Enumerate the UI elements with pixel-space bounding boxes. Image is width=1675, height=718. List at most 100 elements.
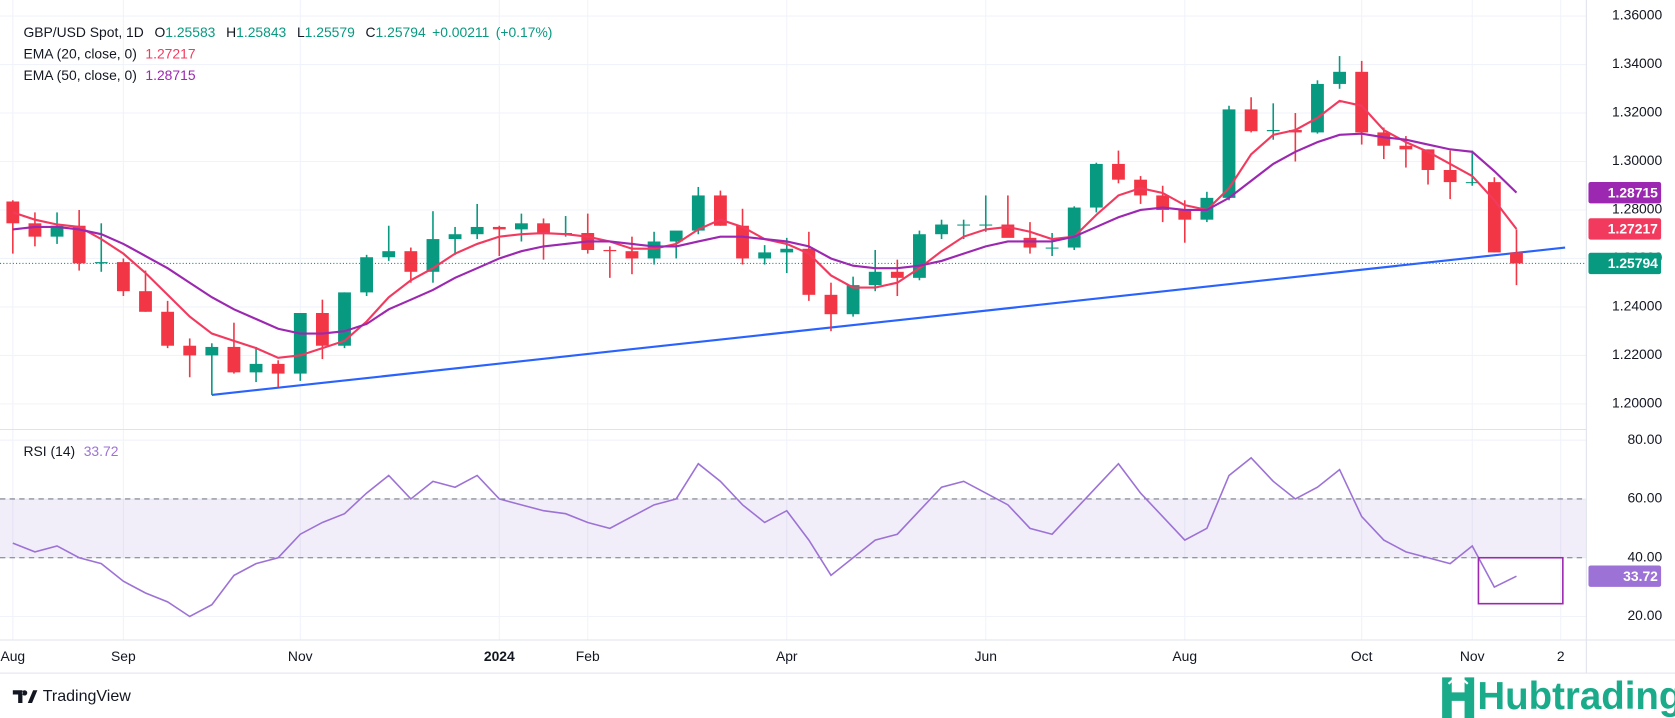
candle-body <box>1222 109 1236 198</box>
candle-body <box>139 291 152 312</box>
candle-body <box>603 249 617 252</box>
y-tick-label: 1.36000 <box>1612 7 1662 23</box>
candle-body <box>1487 182 1501 253</box>
legend-value: 1.27217 <box>145 45 195 61</box>
candle-body <box>492 226 506 230</box>
price-tag-label: 33.72 <box>1623 568 1658 584</box>
candle-body <box>758 252 772 259</box>
candle-body <box>94 262 108 264</box>
header-line: GBP/USD Spot, 1D O1.25583 H1.25843 L1.25579… <box>24 24 553 40</box>
x-tick-label: Sep <box>111 648 136 664</box>
candle-body <box>802 248 816 295</box>
y-tick-label: 1.22000 <box>1612 346 1662 362</box>
y-tick-label: 40.00 <box>1627 548 1662 564</box>
candle-body <box>890 271 904 278</box>
ohlc-value: 1.25794 <box>376 24 426 40</box>
candle-body <box>669 230 683 242</box>
x-tick-label: Apr <box>776 648 798 664</box>
candle-body <box>1443 169 1457 183</box>
price-tag-label: 1.28715 <box>1608 184 1658 200</box>
candle-body <box>979 224 993 226</box>
candle-body <box>470 226 484 235</box>
x-tick-label: 2 <box>1557 648 1565 664</box>
ema-line <box>12 132 1518 335</box>
candle-body <box>1399 145 1413 150</box>
trend-line <box>211 246 1566 396</box>
candle-body <box>360 257 374 293</box>
ohlc-value: 1.25583 <box>165 24 215 40</box>
ohlc-label: C <box>366 24 376 40</box>
candle-body <box>824 294 838 315</box>
candle-body <box>537 223 550 235</box>
ohlc-label: O <box>154 24 165 40</box>
candle-body <box>625 251 639 259</box>
candle-body <box>691 195 705 231</box>
candle-body <box>315 312 329 346</box>
ohlc-label: L <box>297 24 305 40</box>
candle-body <box>1311 83 1324 133</box>
y-tick-label: 1.20000 <box>1612 395 1662 411</box>
candle-body <box>1244 109 1258 132</box>
y-tick-label: 1.30000 <box>1612 152 1662 168</box>
x-tick-label: Feb <box>576 648 600 664</box>
candle-body <box>1178 209 1192 220</box>
y-tick-label: 1.28000 <box>1612 201 1662 217</box>
candle-body <box>1288 129 1302 133</box>
tradingview-icon <box>12 690 38 704</box>
hubtrading-logo: Hubtrading <box>1442 673 1675 718</box>
legend-value: 33.72 <box>84 443 119 459</box>
candle-body <box>382 251 396 258</box>
candle-body <box>957 224 971 226</box>
candle-body <box>293 312 307 374</box>
candle-body <box>28 223 42 237</box>
candle-body <box>1510 252 1523 264</box>
price-tag <box>1588 252 1662 275</box>
candle-body <box>1156 195 1170 210</box>
price-tag <box>1588 218 1662 240</box>
candle-body <box>780 248 794 253</box>
legend-name: RSI (14) <box>24 443 76 459</box>
candle-body <box>1089 163 1103 208</box>
candle-body <box>116 262 130 292</box>
candle-body <box>935 224 948 235</box>
y-tick-label: 1.24000 <box>1612 298 1662 314</box>
candle-body <box>50 225 64 237</box>
candle-body <box>404 251 418 272</box>
candle-body <box>271 363 285 374</box>
candle-body <box>205 346 219 356</box>
candle-body <box>161 311 175 346</box>
change: +0.00211 <box>432 24 490 40</box>
y-tick-label: 80.00 <box>1627 431 1662 447</box>
tradingview-logo: TradingView <box>12 687 131 705</box>
candle-body <box>1266 129 1280 132</box>
x-tick-label: Aug <box>0 648 25 664</box>
price-tag-label: 1.27217 <box>1608 221 1658 237</box>
candle-body <box>227 346 241 373</box>
legend-ema20: EMA (20, close, 0) 1.27217 <box>24 45 196 61</box>
x-tick-label: 2024 <box>484 648 515 664</box>
candle-body <box>736 225 749 259</box>
legend-name: EMA (50, close, 0) <box>24 67 137 83</box>
legend-name: EMA (20, close, 0) <box>24 45 137 61</box>
candle-body <box>1045 247 1059 249</box>
y-tick-label: 1.32000 <box>1612 104 1662 120</box>
legend-ema50: EMA (50, close, 0) 1.28715 <box>24 67 196 83</box>
x-tick-label: Nov <box>288 648 313 664</box>
candle-body <box>249 363 263 373</box>
candle-body <box>1333 71 1346 84</box>
price-tag <box>1588 181 1662 204</box>
hub-icon-roof <box>1447 673 1469 685</box>
candle-body <box>1112 163 1125 180</box>
y-tick-label: 60.00 <box>1627 490 1662 506</box>
ohlc-value: 1.25843 <box>236 24 286 40</box>
candle-body <box>647 241 661 259</box>
rsi-band <box>0 498 1587 558</box>
candle-body <box>6 201 20 224</box>
y-tick-label: 1.34000 <box>1612 55 1662 71</box>
price-tag <box>1588 565 1662 587</box>
candle-body <box>846 285 860 315</box>
candle-body <box>1067 207 1081 248</box>
